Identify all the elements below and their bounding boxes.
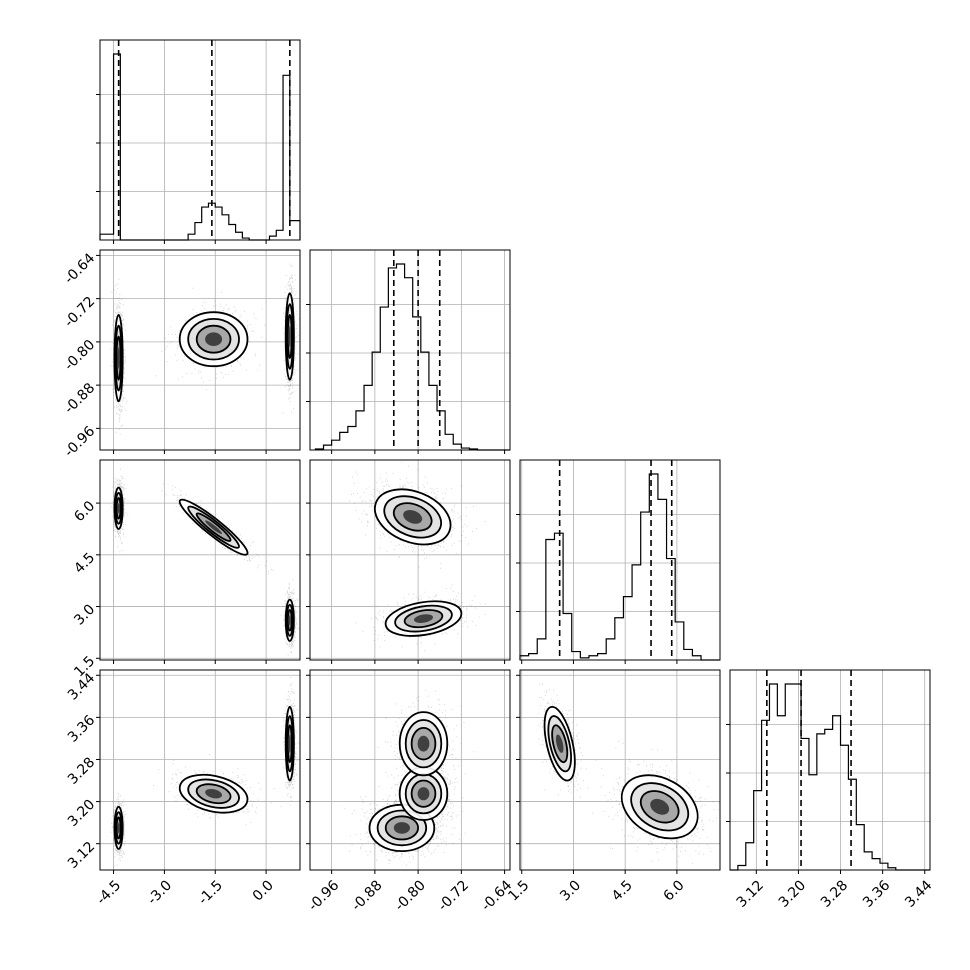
- histogram-3: [730, 683, 930, 871]
- hist-panel-2: [516, 459, 721, 664]
- y-tick-label-2-3: 6.0: [71, 498, 98, 525]
- y-tick-label-1-4: -0.64: [61, 250, 98, 287]
- x-tick-label-1-0: -0.96: [305, 877, 342, 914]
- x-tick-label-0-0: -4.5: [94, 877, 125, 908]
- contour-1-3-2-3: [417, 735, 430, 752]
- scatter-panel-0-2: [96, 459, 301, 664]
- contour-0-1-1-3: [205, 332, 223, 346]
- contour-0-3-2-3: [288, 734, 291, 753]
- scatter-panel-1-3: [306, 669, 511, 874]
- x-tick-label-0-3: 0.0: [250, 877, 277, 904]
- x-tick-label-3-0: 3.12: [734, 877, 767, 910]
- y-tick-label-3-0: 3.12: [65, 839, 98, 872]
- contour-0-3-0-3: [117, 822, 120, 834]
- contour-0-3-1-3: [205, 788, 223, 799]
- contour-1-2-1-3: [414, 614, 433, 623]
- contour-0-2-0-3: [117, 503, 120, 514]
- contour-0-2-1-3: [205, 520, 223, 535]
- x-tick-label-3-1: 3.20: [776, 877, 809, 910]
- scatter-panel-0-3: [96, 669, 301, 874]
- x-tick-label-2-2: 4.5: [609, 877, 636, 904]
- x-tick-label-3-2: 3.28: [818, 877, 851, 910]
- hist-panel-0: [96, 39, 301, 244]
- x-tick-label-2-3: 6.0: [661, 877, 688, 904]
- scatter-panel-0-1: [96, 249, 301, 454]
- x-tick-label-1-3: -0.72: [435, 877, 472, 914]
- x-tick-label-2-0: 1.5: [505, 877, 532, 904]
- contour-1-3-0-3: [393, 822, 410, 834]
- y-tick-label-2-2: 4.5: [71, 550, 98, 577]
- contour-0-1-2-3: [288, 325, 291, 348]
- y-tick-label-1-1: -0.88: [61, 380, 98, 417]
- contour-1-3-1-3: [417, 787, 430, 801]
- y-tick-label-3-1: 3.20: [65, 797, 98, 830]
- contour-2-3-1-3: [650, 798, 670, 815]
- y-tick-label-3-3: 3.36: [65, 712, 98, 745]
- y-tick-label-3-2: 3.28: [65, 754, 98, 787]
- contour-0-2-2-3: [288, 615, 291, 626]
- histogram-1: [314, 263, 510, 451]
- histogram-2: [519, 473, 720, 661]
- x-tick-label-1-2: -0.80: [392, 877, 429, 914]
- hist-panel-3: [726, 669, 931, 874]
- scatter-panel-2-3: [516, 669, 721, 874]
- y-tick-label-1-0: -0.96: [61, 423, 98, 460]
- y-tick-label-1-3: -0.72: [61, 294, 98, 331]
- x-tick-label-0-2: -1.5: [195, 877, 226, 908]
- histogram-0: [99, 53, 301, 241]
- hist-panel-1: [306, 249, 511, 454]
- x-tick-label-2-1: 3.0: [557, 877, 584, 904]
- x-tick-label-1-1: -0.88: [349, 877, 386, 914]
- x-tick-label-3-4: 3.44: [902, 877, 935, 910]
- contour-1-2-0-3: [403, 510, 423, 524]
- y-tick-label-3-4: 3.44: [65, 670, 98, 703]
- x-tick-label-0-1: -3.0: [145, 877, 176, 908]
- y-tick-label-2-1: 3.0: [71, 602, 98, 629]
- scatter-panel-1-2: [306, 459, 511, 664]
- contour-2-3-0-3: [555, 734, 564, 753]
- y-tick-label-1-2: -0.80: [61, 337, 98, 374]
- contour-0-1-0-3: [117, 347, 120, 369]
- x-tick-label-3-3: 3.36: [860, 877, 893, 910]
